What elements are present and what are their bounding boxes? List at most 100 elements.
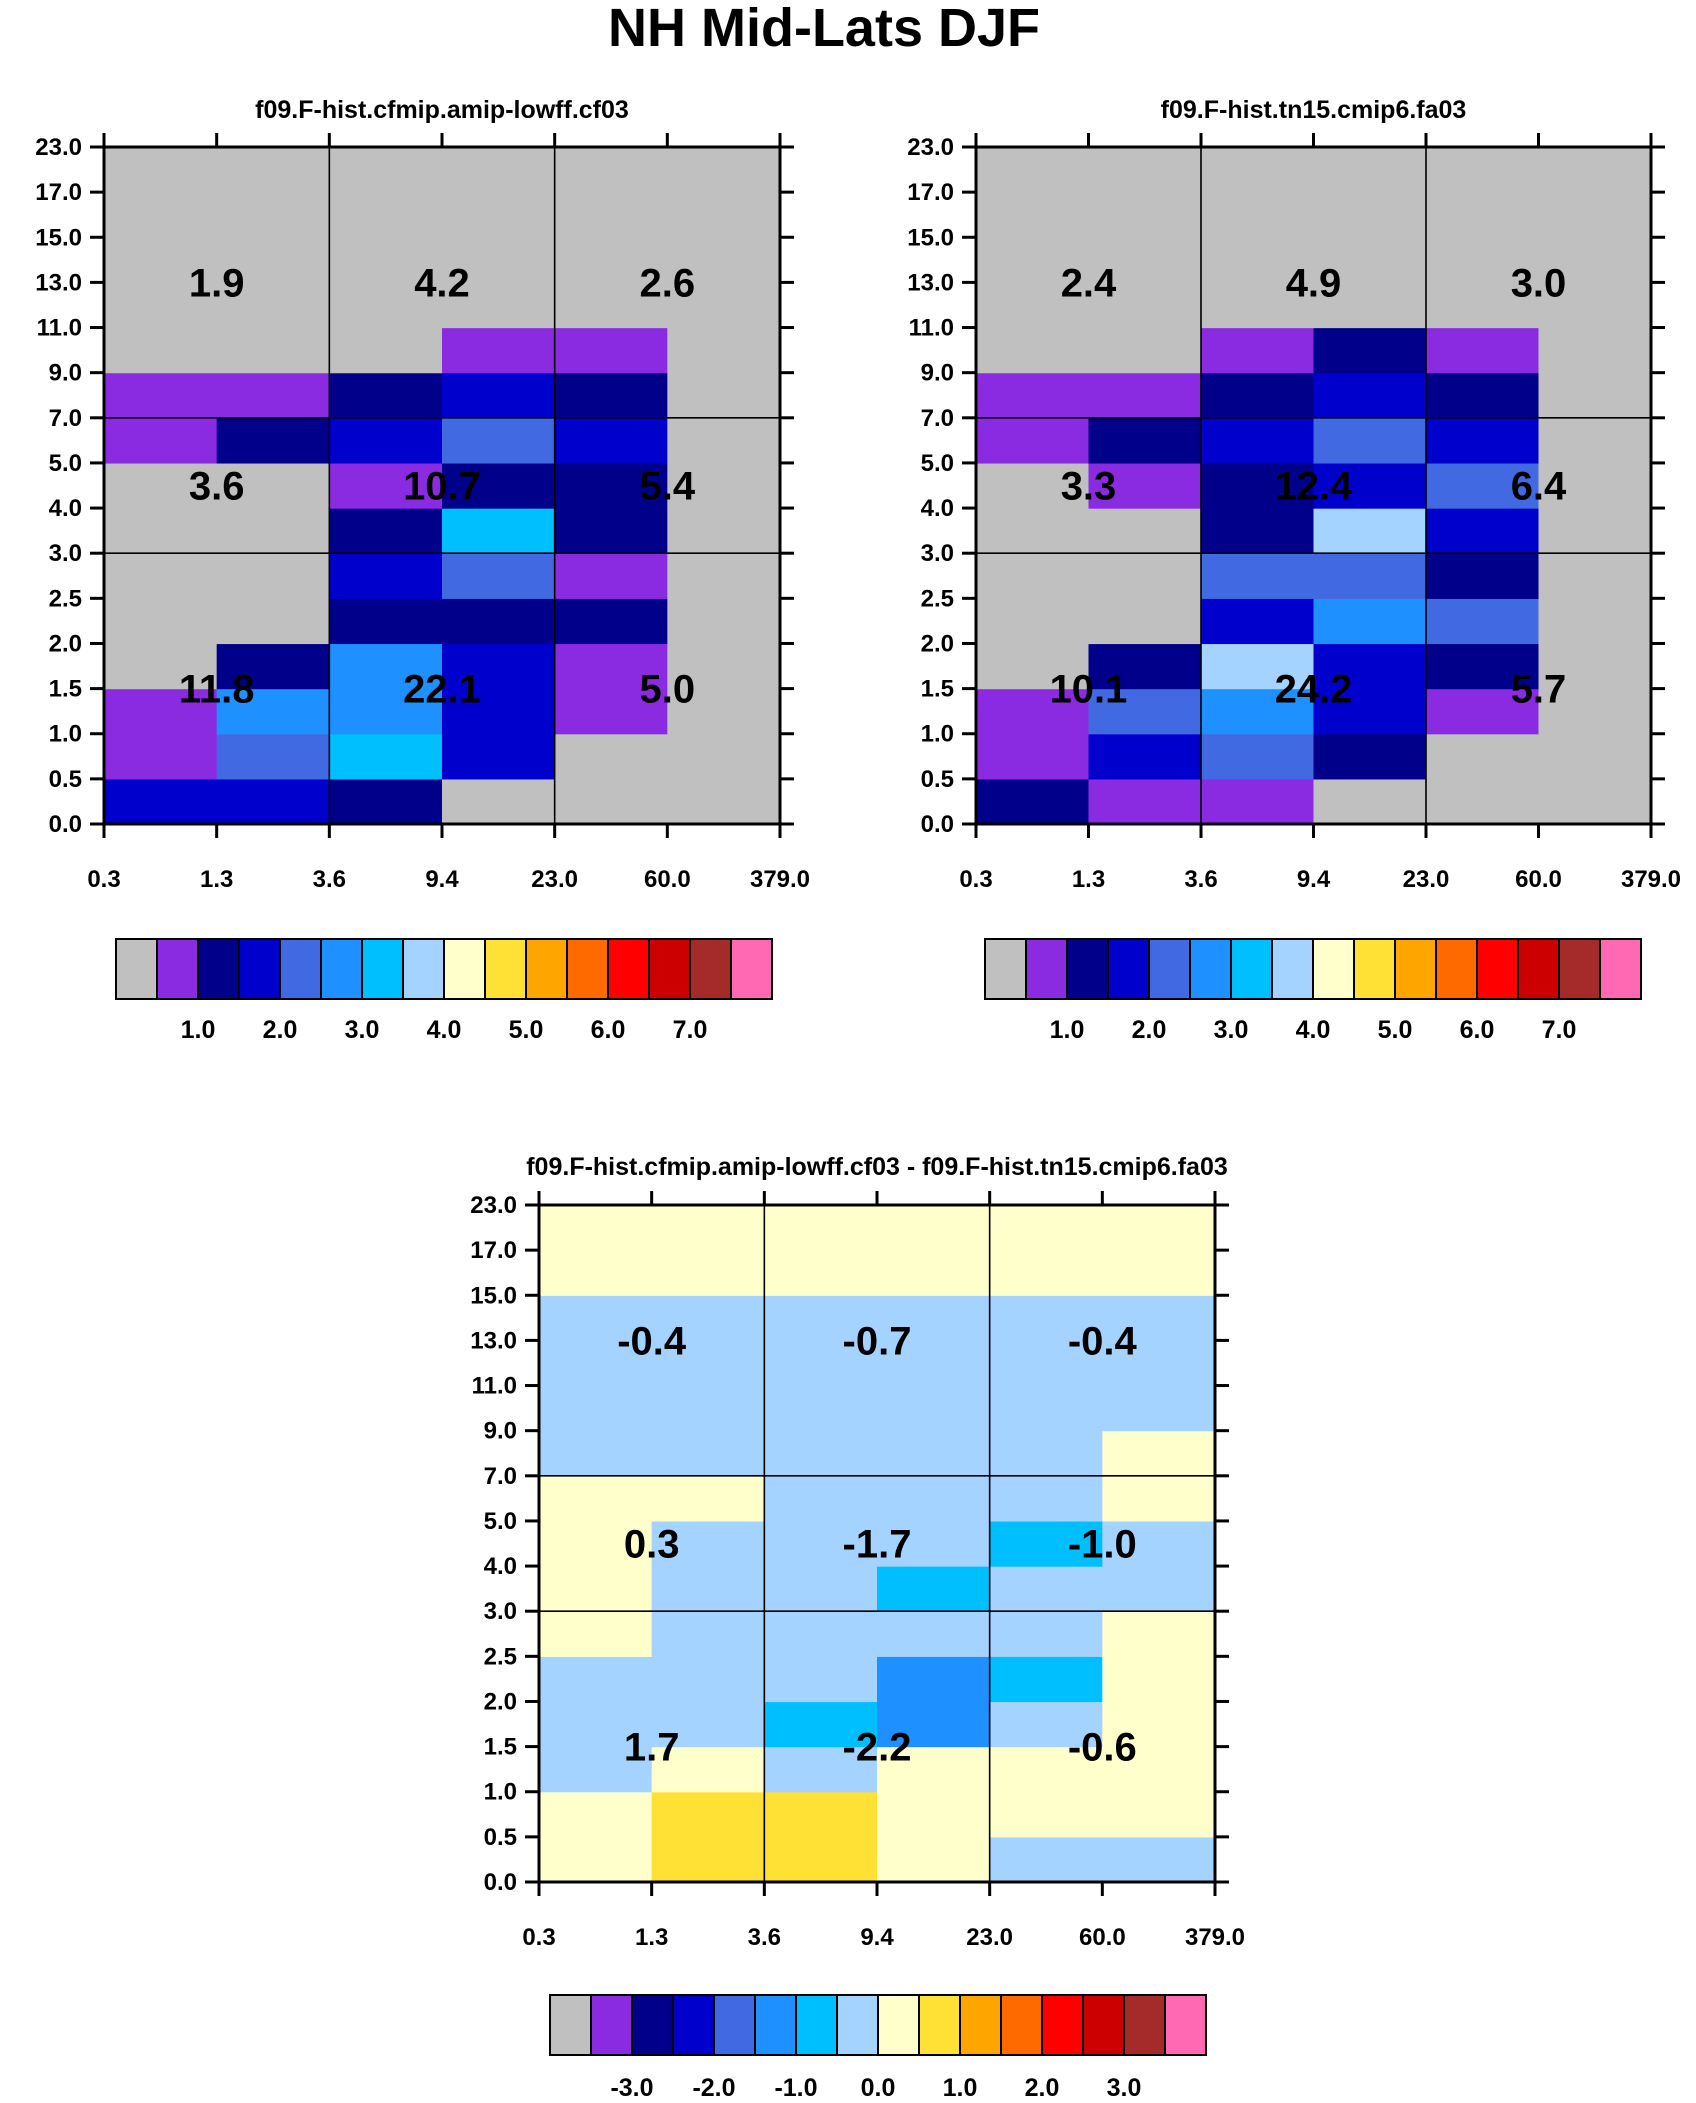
heatmap-cell: [651, 1701, 765, 1748]
heatmap-cell: [651, 1746, 765, 1793]
heatmap-cell: [877, 1205, 991, 1251]
heatmap-cell: [667, 553, 781, 599]
heatmap-cell: [1201, 508, 1315, 554]
colorbar-swatch: [1066, 938, 1109, 1000]
heatmap-cell: [989, 1340, 1103, 1387]
x-tick-label: 379.0: [1185, 1924, 1245, 1951]
heatmap-cell: [329, 417, 443, 464]
y-tick-label: 13.0: [907, 269, 954, 296]
colorbar-swatch: [607, 938, 650, 1000]
y-tick-label: 0.0: [921, 811, 954, 838]
heatmap-cell: [1426, 643, 1540, 690]
heatmap-cell: [667, 147, 781, 193]
heatmap-cell: [1313, 508, 1427, 554]
colorbar-swatch: [1476, 938, 1519, 1000]
heatmap-cell: [329, 327, 443, 374]
heatmap-cell: [554, 508, 668, 554]
heatmap-cell: [764, 1295, 878, 1341]
heatmap-cell: [1088, 598, 1202, 645]
colorbar-label: 5.0: [509, 1016, 544, 1044]
heatmap-cell: [1538, 778, 1652, 825]
colorbar-swatch: [631, 1994, 674, 2056]
colorbar-label: 6.0: [591, 1016, 626, 1044]
heatmap-cell: [877, 1340, 991, 1387]
heatmap-cell: [1088, 192, 1202, 238]
heatmap-cell: [442, 598, 556, 645]
heatmap-cell: [651, 1836, 765, 1883]
x-tick-label: 23.0: [531, 866, 578, 893]
colorbar-swatch: [918, 1994, 961, 2056]
y-tick-label: 3.0: [484, 1598, 517, 1625]
colorbar-swatch: [1189, 938, 1232, 1000]
heatmap-cell: [554, 417, 668, 464]
colorbar-swatch: [238, 938, 281, 1000]
heatmap-cell: [1102, 1430, 1216, 1477]
y-tick-label: 9.0: [921, 360, 954, 387]
heatmap-cell: [554, 147, 668, 193]
heatmap-cell: [1201, 598, 1315, 645]
box-value: 5.0: [640, 668, 696, 712]
heatmap-cell: [976, 192, 1090, 238]
heatmap-cell: [976, 733, 1090, 780]
y-tick-label: 17.0: [35, 179, 82, 206]
heatmap-cell: [1426, 282, 1540, 329]
heatmap-cell: [1102, 1475, 1216, 1522]
heatmap-cell: [651, 1385, 765, 1432]
heatmap-cell: [442, 553, 556, 599]
heatmap-cell: [554, 733, 668, 780]
heatmap-cell: [1313, 553, 1427, 599]
heatmap-cell: [216, 372, 330, 419]
x-tick-label: 23.0: [1403, 866, 1450, 893]
y-tick-label: 23.0: [470, 1192, 517, 1219]
heatmap-cell: [442, 508, 556, 554]
heatmap-cell: [216, 462, 330, 509]
heatmap-cell: [104, 688, 218, 735]
heatmap-cell: [989, 1836, 1103, 1883]
heatmap-cell: [1088, 417, 1202, 464]
heatmap-cell: [104, 192, 218, 238]
y-tick-label: 2.0: [921, 630, 954, 657]
heatmap-cell: [1201, 147, 1315, 193]
box-value: 0.3: [624, 1523, 680, 1567]
box-value: 1.9: [189, 261, 245, 305]
heatmap-cell: [877, 1791, 991, 1838]
heatmap-cell: [1088, 553, 1202, 599]
colorbar-swatch: [279, 938, 322, 1000]
heatmap-cell: [1538, 327, 1652, 374]
panel-3: f09.F-hist.cfmip.amip-lowff.cf03 - f09.F…: [470, 1153, 1245, 2102]
heatmap-cell: [1538, 598, 1652, 645]
colorbar-label: 1.0: [1050, 1016, 1085, 1044]
colorbar-swatch: [156, 938, 199, 1000]
heatmap-cell: [1201, 643, 1315, 690]
panel-2: f09.F-hist.tn15.cmip6.fa03 0.0 0.5 1.0 1.5 2.…: [907, 96, 1681, 1044]
x-tick-label: 1.3: [1072, 866, 1105, 893]
box-value: 4.2: [414, 261, 470, 305]
heatmap-cell: [216, 553, 330, 599]
box-value: 5.4: [640, 465, 696, 509]
heatmap-cell: [1313, 778, 1427, 825]
y-tick-label: 13.0: [35, 269, 82, 296]
heatmap-cell: [989, 1475, 1103, 1522]
y-tick-label: 9.0: [484, 1418, 517, 1445]
y-tick-label: 11.0: [909, 315, 954, 342]
y-tick-label: 1.0: [49, 721, 82, 748]
heatmap-cell: [1538, 147, 1652, 193]
x-tick-label: 9.4: [425, 866, 459, 893]
heatmap-cell: [1201, 733, 1315, 780]
colorbar-swatch: [648, 938, 691, 1000]
x-tick-label: 379.0: [750, 866, 810, 893]
x-tick-label: 379.0: [1621, 866, 1681, 893]
heatmap-cell: [329, 462, 443, 509]
heatmap-cell: [989, 1520, 1103, 1567]
heatmap-cell: [877, 1836, 991, 1883]
heatmap-cell: [1201, 688, 1315, 735]
colorbar-swatch: [795, 1994, 838, 2056]
heatmap-cell: [1102, 1611, 1216, 1657]
heatmap-cell: [976, 147, 1090, 193]
heatmap-cell: [667, 462, 781, 509]
heatmap-cell: [989, 1430, 1103, 1477]
heatmap-cell: [1201, 372, 1315, 419]
heatmap-cell: [1538, 508, 1652, 554]
heatmap-cell: [651, 1205, 765, 1251]
colorbar-label: 7.0: [1542, 1016, 1577, 1044]
